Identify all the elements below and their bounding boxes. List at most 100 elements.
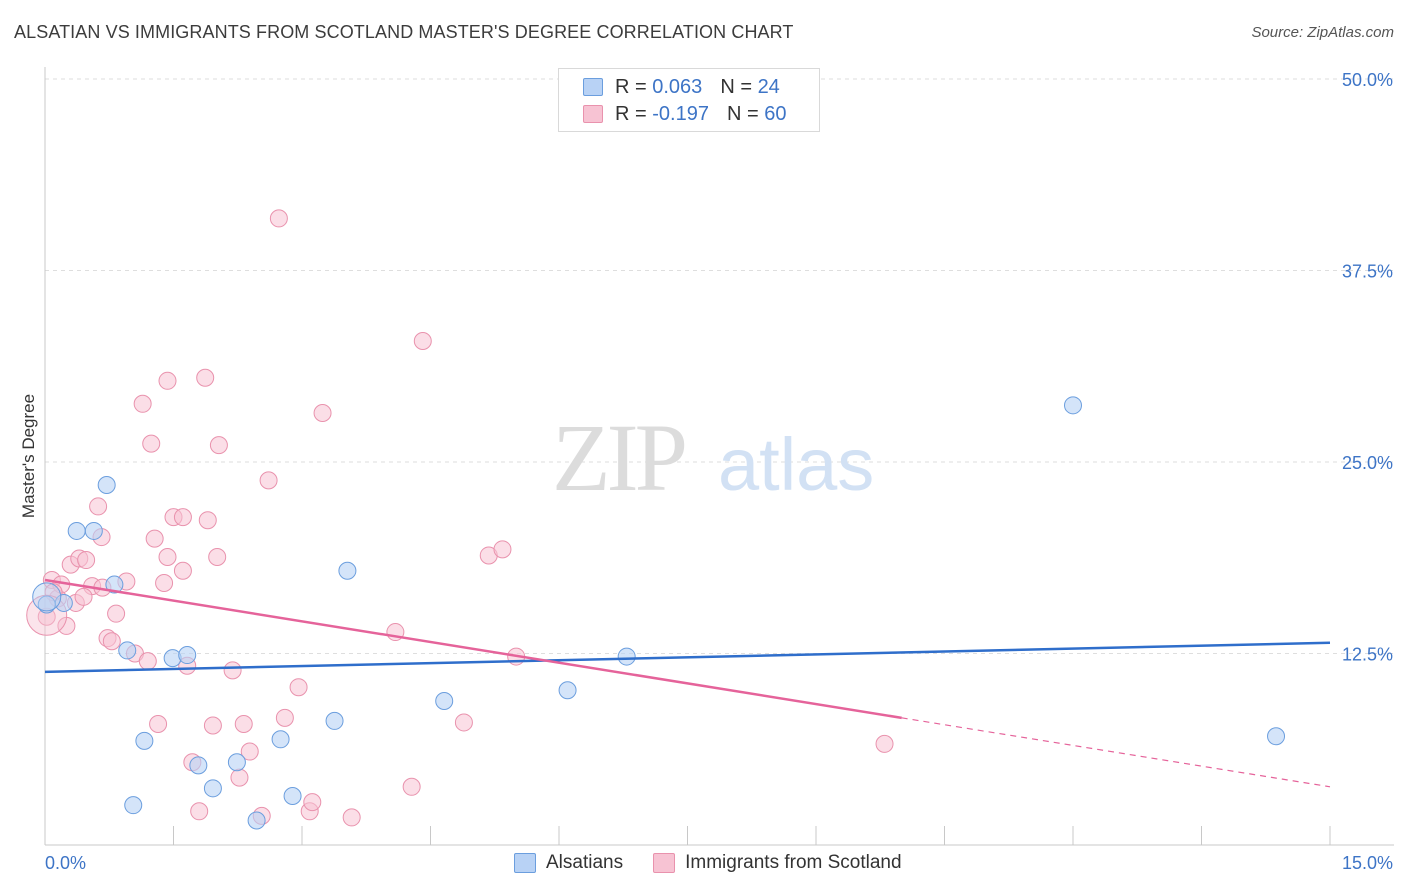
alsatian-point-large: [32, 582, 62, 612]
legend-n-value: 24: [757, 75, 780, 98]
scotland-point: [77, 551, 96, 570]
tick-labels: 12.5% 25.0% 37.5% 50.0% 0.0% 15.0%: [45, 70, 1393, 873]
scotland-point: [158, 547, 177, 566]
scotland-point: [875, 734, 894, 753]
y-tick-label: 50.0%: [1342, 70, 1393, 90]
alsatian-point: [558, 681, 577, 700]
alsatian-point: [338, 561, 357, 580]
legend-r-label: R =: [615, 102, 647, 125]
scotland-trend-line-extension: [901, 717, 1331, 788]
legend-swatch-blue: [514, 853, 536, 873]
scotland-point: [269, 209, 288, 228]
scotland-point: [190, 802, 209, 821]
scotland-point: [289, 678, 308, 697]
scotland-point: [74, 587, 93, 606]
legend-r-label: R =: [615, 75, 647, 98]
scotland-point: [240, 742, 259, 761]
scotland-point: [493, 540, 512, 559]
scotland-point: [138, 652, 157, 671]
alsatian-point: [54, 593, 73, 612]
series-immigrants-from-scotland: [26, 209, 894, 827]
scotland-point: [208, 547, 227, 566]
scotland-point: [203, 716, 222, 735]
alsatian-point: [435, 691, 454, 710]
legend-n-label: N =: [720, 75, 752, 98]
scotland-point: [313, 403, 332, 422]
scotland-point: [234, 714, 253, 733]
scotland-point: [145, 529, 164, 548]
legend-r-value: 0.063: [652, 75, 703, 98]
chart-title: ALSATIAN VS IMMIGRANTS FROM SCOTLAND MAS…: [14, 22, 794, 42]
legend-item-alsatians: Alsatians: [514, 852, 623, 874]
legend-row-alsatians: R = 0.063 N = 24: [583, 74, 780, 100]
alsatian-point: [105, 575, 124, 594]
scotland-point: [158, 371, 177, 390]
alsatian-point: [67, 521, 86, 540]
scotland-point: [173, 508, 192, 527]
alsatian-point: [247, 811, 266, 830]
legend-r-value: -0.197: [652, 102, 709, 125]
scotland-point: [413, 331, 432, 350]
alsatian-point: [227, 753, 246, 772]
alsatian-point: [97, 475, 116, 494]
scotland-point: [149, 714, 168, 733]
scotland-point: [303, 793, 322, 812]
y-axis-title: Master's Degree: [19, 394, 38, 518]
watermark-zip: ZIP: [552, 404, 685, 511]
scotland-point: [102, 632, 121, 651]
scotland-point: [454, 713, 473, 732]
y-tick-label: 37.5%: [1342, 262, 1393, 282]
legend-row-scotland: R = -0.197 N = 60: [583, 101, 786, 127]
legend-label-scotland: Immigrants from Scotland: [685, 852, 902, 873]
scotland-point: [230, 768, 249, 787]
alsatian-point: [271, 730, 290, 749]
alsatian-point: [617, 647, 636, 666]
alsatians-trend-line: [44, 641, 1331, 674]
alsatian-point: [118, 641, 137, 660]
scotland-point: [155, 574, 174, 593]
alsatian-point: [84, 521, 103, 540]
scotland-point: [107, 604, 126, 623]
scotland-point: [223, 661, 242, 680]
legend-label-alsatians: Alsatians: [546, 852, 624, 873]
legend-n-label: N =: [726, 102, 759, 125]
scotland-point: [89, 497, 108, 516]
legend-item-scotland: Immigrants from Scotland: [653, 852, 902, 874]
alsatian-point: [135, 731, 154, 750]
legend-swatch-blue: [583, 78, 603, 96]
series-alsatians: [32, 396, 1286, 830]
alsatian-point: [178, 646, 197, 665]
scotland-point: [342, 808, 361, 827]
y-tick-label: 25.0%: [1342, 453, 1393, 473]
legend-swatch-pink: [583, 105, 603, 123]
alsatian-point: [1267, 727, 1286, 746]
scotland-point: [259, 471, 278, 490]
scotland-point: [209, 436, 228, 455]
alsatian-point: [203, 779, 222, 798]
scotland-point: [173, 561, 192, 580]
scotland-point: [133, 394, 152, 413]
alsatian-point: [325, 711, 344, 730]
scotland-point: [402, 777, 421, 796]
alsatian-point: [163, 649, 182, 668]
x-tick-label: 15.0%: [1342, 853, 1393, 873]
scotland-point: [142, 434, 161, 453]
alsatian-point: [124, 796, 143, 815]
gridlines: [45, 78, 1394, 654]
correlation-legend: R = 0.063 N = 24 R = -0.197 N = 60: [558, 68, 820, 132]
scotland-point: [196, 368, 215, 387]
series-legend: Alsatians Immigrants from Scotland: [514, 852, 932, 874]
scotland-point: [198, 511, 217, 530]
source-label: Source: ZipAtlas.com: [1251, 24, 1394, 41]
legend-swatch-pink: [653, 853, 676, 873]
scotland-point: [275, 708, 294, 727]
watermark: ZIP atlas: [552, 404, 874, 511]
alsatian-point: [189, 756, 208, 775]
y-tick-label: 12.5%: [1342, 645, 1393, 665]
alsatian-point: [283, 786, 302, 805]
watermark-atlas: atlas: [718, 423, 874, 506]
scotland-trend-line: [44, 578, 902, 720]
legend-n-value: 60: [764, 102, 787, 125]
axes: [44, 67, 1394, 846]
